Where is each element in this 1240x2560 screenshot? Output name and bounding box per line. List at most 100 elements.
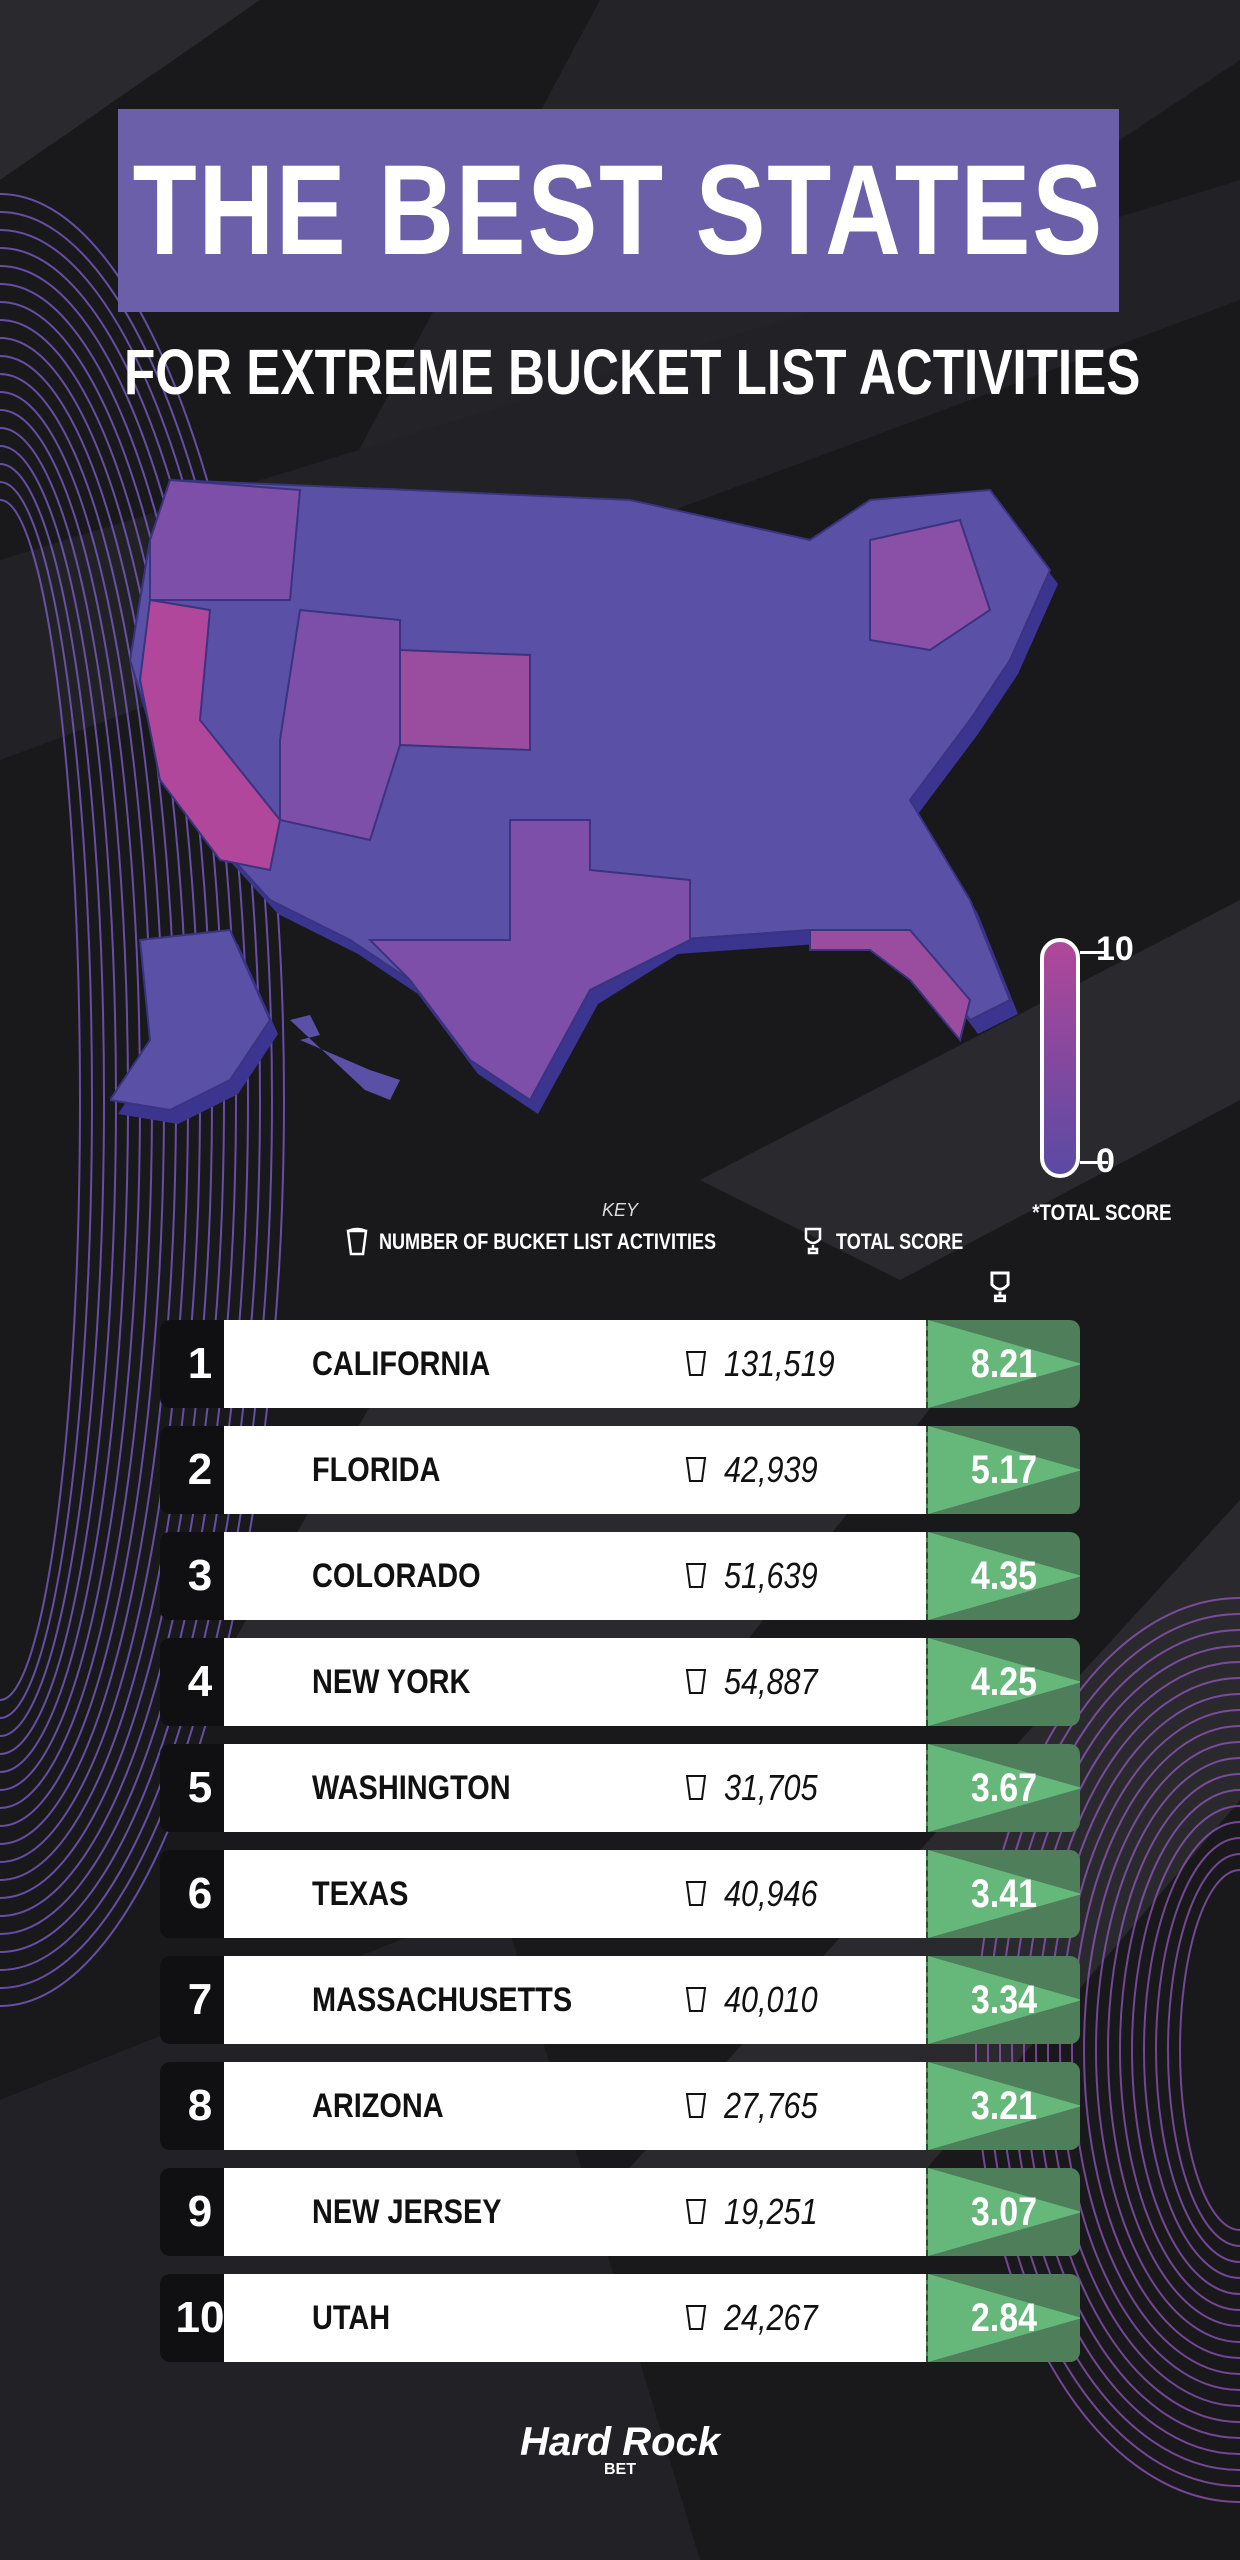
total-score: 2.84 — [926, 2274, 1080, 2362]
state-name: FLORIDA — [312, 1451, 441, 1489]
activity-count: 24,267 — [724, 2297, 818, 2338]
score-arrow-shape — [928, 1426, 1080, 1514]
decorative-ring — [0, 499, 81, 1701]
table-row: 5 WASHINGTON 31,705 3.67 — [160, 1744, 1080, 1832]
row-body: NEW JERSEY 19,251 — [224, 2168, 926, 2256]
trophy-icon — [804, 1227, 822, 1255]
table-row: 7 MASSACHUSETTS 40,010 3.34 — [160, 1956, 1080, 2044]
state-name: TEXAS — [312, 1875, 409, 1913]
activity-count: 42,939 — [724, 1449, 818, 1490]
map-california — [138, 598, 282, 872]
hard-rock-bet-logo: Hard Rock BET — [0, 2420, 1240, 2479]
map-southwest — [279, 608, 401, 842]
row-body: FLORIDA 42,939 — [224, 1426, 926, 1514]
row-body: CALIFORNIA 131,519 — [224, 1320, 926, 1408]
total-score: 3.34 — [926, 1956, 1080, 2044]
row-body: WASHINGTON 31,705 — [224, 1744, 926, 1832]
decorative-ring — [1023, 1661, 1240, 2439]
score-value: 3.21 — [970, 2084, 1038, 2128]
total-score: 3.07 — [926, 2168, 1080, 2256]
row-body: UTAH 24,267 — [224, 2274, 926, 2362]
row-body: TEXAS 40,946 — [224, 1850, 926, 1938]
table-row: 8 ARIZONA 27,765 3.21 — [160, 2062, 1080, 2150]
state-name: MASSACHUSETTS — [312, 1981, 573, 2019]
map-alaska — [110, 928, 272, 1112]
activity-count: 40,946 — [724, 1873, 818, 1914]
activity-count: 19,251 — [724, 2191, 818, 2232]
map-texas — [367, 819, 691, 1102]
decorative-ring — [0, 463, 105, 1737]
activity-count: 54,887 — [724, 1661, 818, 1702]
score-arrow-shape — [928, 1532, 1080, 1620]
score-arrow-shape — [928, 1956, 1080, 2044]
score-arrow-shape — [928, 1850, 1080, 1938]
us-choropleth-map — [110, 478, 1058, 1124]
map-washington-oregon — [149, 478, 302, 601]
score-arrow-shape — [928, 2168, 1080, 2256]
decorative-ring — [987, 1613, 1240, 2487]
total-score: 3.41 — [926, 1850, 1080, 1938]
score-arrow-shape — [928, 1320, 1080, 1408]
page-title: THE BEST STATES — [132, 139, 1105, 282]
table-row: 10 UTAH 24,267 2.84 — [160, 2274, 1080, 2362]
decorative-ring — [1011, 1645, 1240, 2455]
row-body: MASSACHUSETTS 40,010 — [224, 1956, 926, 2044]
bucket-icon — [346, 1227, 368, 1256]
bucket-icon — [685, 2199, 707, 2224]
score-value: 3.07 — [970, 2190, 1038, 2234]
scale-note: *TOTAL SCORE — [1032, 1200, 1172, 1225]
state-name: ARIZONA — [312, 2087, 444, 2125]
total-score: 8.21 — [926, 1320, 1080, 1408]
scale-min-label: 0 — [1096, 1142, 1115, 1180]
state-name: COLORADO — [312, 1557, 481, 1595]
bucket-icon — [685, 1457, 707, 1482]
row-body: ARIZONA 27,765 — [224, 2062, 926, 2150]
score-value: 4.25 — [970, 1660, 1038, 1704]
table-row: 4 NEW YORK 54,887 4.25 — [160, 1638, 1080, 1726]
score-value: 5.17 — [970, 1448, 1038, 1492]
key-title: KEY — [601, 1200, 639, 1220]
page-subtitle: FOR EXTREME BUCKET LIST ACTIVITIES — [124, 336, 1141, 408]
map-colorado — [399, 648, 531, 752]
table-row: 9 NEW JERSEY 19,251 3.07 — [160, 2168, 1080, 2256]
total-score: 5.17 — [926, 1426, 1080, 1514]
bucket-icon — [685, 1881, 707, 1906]
score-arrow-shape — [928, 1744, 1080, 1832]
activity-count: 51,639 — [724, 1555, 818, 1596]
score-arrow-shape — [928, 2274, 1080, 2362]
trophy-icon — [990, 1271, 1010, 1303]
bucket-icon — [685, 1987, 707, 2012]
score-value: 4.35 — [970, 1554, 1038, 1598]
bucket-icon — [685, 1669, 707, 1694]
decorative-ring — [1071, 1725, 1240, 2375]
decorative-ring — [1143, 1821, 1240, 2279]
decorative-ring — [1035, 1677, 1240, 2423]
scale-tick-max — [1080, 951, 1108, 954]
decorative-ring — [0, 265, 237, 1935]
decorative-ring — [0, 247, 249, 1953]
activity-count: 27,765 — [724, 2085, 818, 2126]
activity-count: 31,705 — [724, 1767, 818, 1808]
bucket-icon — [685, 1775, 707, 1800]
decorative-ring — [1119, 1789, 1240, 2311]
key-legend: NUMBER OF BUCKET LIST ACTIVITIES TOTAL S… — [345, 1227, 991, 1257]
scale-max-label: 10 — [1096, 930, 1134, 968]
total-score: 3.67 — [926, 1744, 1080, 1832]
row-body: COLORADO 51,639 — [224, 1532, 926, 1620]
row-body: NEW YORK 54,887 — [224, 1638, 926, 1726]
decorative-ring — [0, 193, 285, 2007]
score-value: 8.21 — [970, 1342, 1038, 1386]
table-row: 3 COLORADO 51,639 4.35 — [160, 1532, 1080, 1620]
decorative-ring — [1167, 1853, 1240, 2247]
decorative-ring — [1059, 1709, 1240, 2391]
state-name: UTAH — [312, 2299, 391, 2337]
total-score: 4.25 — [926, 1638, 1080, 1726]
decorative-ring — [0, 211, 273, 1989]
state-name: CALIFORNIA — [312, 1345, 491, 1383]
decorative-ring — [1179, 1869, 1240, 2231]
title-banner: THE BEST STATES — [118, 109, 1119, 312]
decorative-ring — [1095, 1757, 1240, 2343]
score-value: 3.34 — [970, 1978, 1038, 2022]
logo-name: Hard Rock — [519, 2420, 721, 2464]
state-name: WASHINGTON — [312, 1769, 511, 1807]
